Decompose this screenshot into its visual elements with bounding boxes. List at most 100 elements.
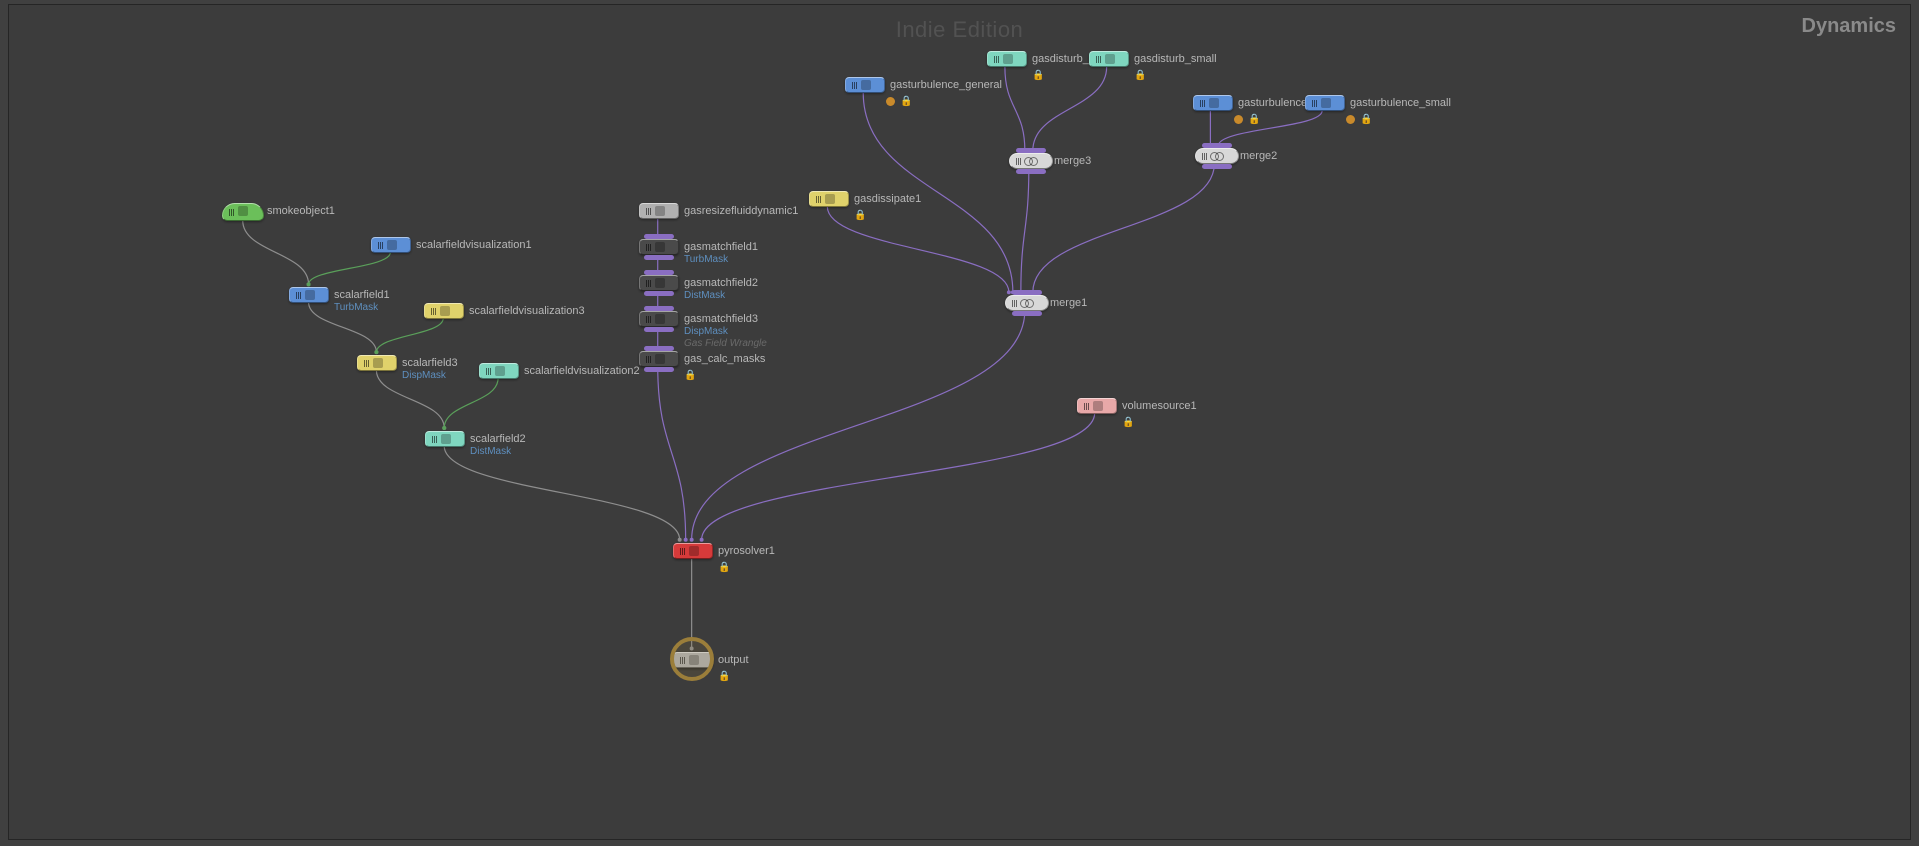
edge-endpoint-icon [690,538,694,542]
node-label: gas_calc_masks [684,352,765,366]
node-input-connector[interactable] [644,346,674,351]
edge[interactable] [444,378,498,428]
node-label: scalarfield2 [470,432,526,446]
node-output-connector[interactable] [644,291,674,296]
node-label: scalarfieldvisualization3 [469,304,585,318]
edge[interactable] [309,252,391,284]
context-label: Dynamics [1802,15,1897,38]
node-sublabel: TurbMask [684,254,728,265]
node-type-icon [655,314,665,324]
node-input-connector[interactable] [644,306,674,311]
node-gasturb_big[interactable]: gasturbulence_big🔒 [1193,95,1233,111]
node-scalarfield2[interactable]: scalarfield2DistMask [425,431,465,447]
node-sfv3[interactable]: scalarfieldvisualization3 [424,303,464,319]
node-output-connector[interactable] [644,367,674,372]
edge[interactable] [1005,67,1025,151]
lock-icon: 🔒 [1248,115,1260,124]
edge[interactable] [309,302,377,352]
edge[interactable] [1021,169,1029,293]
node-label: gasturbulence_general [890,78,1002,92]
node-input-connector[interactable] [644,234,674,239]
node-gasdisturb_big[interactable]: gasdisturb_big🔒 [987,51,1027,67]
node-input-flag-icon [813,194,823,204]
node-input-flag-icon [849,80,859,90]
node-gasturb_general[interactable]: gasturbulence_general🔒 [845,77,885,93]
node-gas_calc_masks[interactable]: gas_calc_masksGas Field Wrangle🔒 [639,351,679,367]
node-gasresize[interactable]: gasresizefluiddynamic1 [639,203,679,219]
node-type-icon [861,80,871,90]
node-input-flag-icon [361,358,371,368]
lock-icon: 🔒 [1360,115,1372,124]
node-label: output [718,653,749,667]
node-volumesource1[interactable]: volumesource1🔒 [1077,398,1117,414]
node-input-flag-icon [1081,401,1091,411]
edge[interactable] [863,93,1013,293]
node-output-connector[interactable] [644,255,674,260]
edge-endpoint-icon [1007,290,1011,294]
edge-endpoint-icon [442,426,446,430]
node-input-connector[interactable] [1016,148,1046,153]
node-type-icon [689,655,699,665]
lock-icon: 🔒 [684,371,696,380]
node-label: scalarfieldvisualization1 [416,238,532,252]
node-gasturb_small[interactable]: gasturbulence_small🔒 [1305,95,1345,111]
node-type-icon [373,358,383,368]
node-input-flag-icon [293,290,303,300]
node-gasdissipate1[interactable]: gasdissipate1🔒 [809,191,849,207]
node-input-flag-icon [429,434,439,444]
node-sfv1[interactable]: scalarfieldvisualization1 [371,237,411,253]
node-label: merge2 [1240,149,1277,163]
edge[interactable] [1033,164,1215,293]
node-merge2[interactable]: merge2 [1195,148,1239,164]
node-type-icon [1321,98,1331,108]
edge[interactable] [692,310,1025,539]
warning-badge-icon [1346,115,1355,124]
node-sublabel: DispMask [402,370,446,381]
node-label: gasturbulence_small [1350,96,1451,110]
node-gasmatch3[interactable]: gasmatchfield3DispMask [639,311,679,327]
node-sfv2[interactable]: scalarfieldvisualization2 [479,363,519,379]
node-smokeobject1[interactable]: smokeobject1 [222,203,264,221]
node-gasmatch1[interactable]: gasmatchfield1TurbMask [639,239,679,255]
node-scalarfield1[interactable]: scalarfield1TurbMask [289,287,329,303]
node-scalarfield3[interactable]: scalarfield3DispMask [357,355,397,371]
edge[interactable] [658,366,686,540]
node-type-icon [1210,150,1224,162]
node-input-flag-icon [1093,54,1103,64]
node-output-connector[interactable] [644,327,674,332]
node-input-flag-icon [677,655,687,665]
node-input-flag-icon [1197,98,1207,108]
edge[interactable] [702,413,1095,540]
node-merge1[interactable]: merge1 [1005,295,1049,311]
node-input-flag-icon [1013,156,1023,166]
network-canvas[interactable]: Indie Edition Dynamics smokeobject1scala… [8,4,1911,840]
node-output[interactable]: output🔒 [673,652,713,668]
node-input-flag-icon [1009,298,1019,308]
node-type-icon [495,366,505,376]
lock-icon: 🔒 [1122,418,1134,427]
edge[interactable] [376,370,444,428]
edge-endpoint-icon [307,282,311,286]
node-output-connector[interactable] [1012,311,1042,316]
edge[interactable] [376,318,443,352]
node-output-connector[interactable] [1016,169,1046,174]
edge-endpoint-icon [690,646,694,650]
edge[interactable] [243,220,309,284]
node-input-connector[interactable] [644,270,674,275]
node-input-flag-icon [1309,98,1319,108]
edge[interactable] [444,446,679,540]
edge-endpoint-icon [374,350,378,354]
node-label: smokeobject1 [267,204,335,218]
node-label: gasmatchfield2 [684,276,758,290]
node-merge3[interactable]: merge3 [1009,153,1053,169]
node-input-connector[interactable] [1012,290,1042,295]
node-label: gasdissipate1 [854,192,921,206]
node-gasdisturb_small[interactable]: gasdisturb_small🔒 [1089,51,1129,67]
node-output-connector[interactable] [1202,164,1232,169]
lock-icon: 🔒 [854,211,866,220]
node-type-icon [1105,54,1115,64]
node-gasmatch2[interactable]: gasmatchfield2DistMask [639,275,679,291]
edge-endpoint-icon [700,538,704,542]
node-input-connector[interactable] [1202,143,1232,148]
node-pyrosolver1[interactable]: pyrosolver1🔒 [673,543,713,559]
